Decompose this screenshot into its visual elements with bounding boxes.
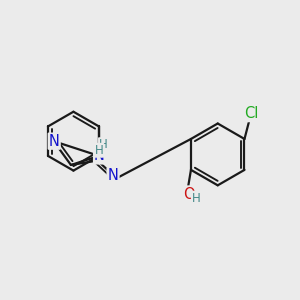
Text: N: N (94, 148, 105, 164)
Text: N: N (49, 134, 60, 149)
Text: H: H (99, 138, 108, 151)
Text: O: O (183, 187, 194, 202)
Text: H: H (192, 192, 201, 205)
Text: Cl: Cl (244, 106, 259, 121)
Text: H: H (94, 144, 103, 157)
Text: N: N (108, 168, 118, 183)
